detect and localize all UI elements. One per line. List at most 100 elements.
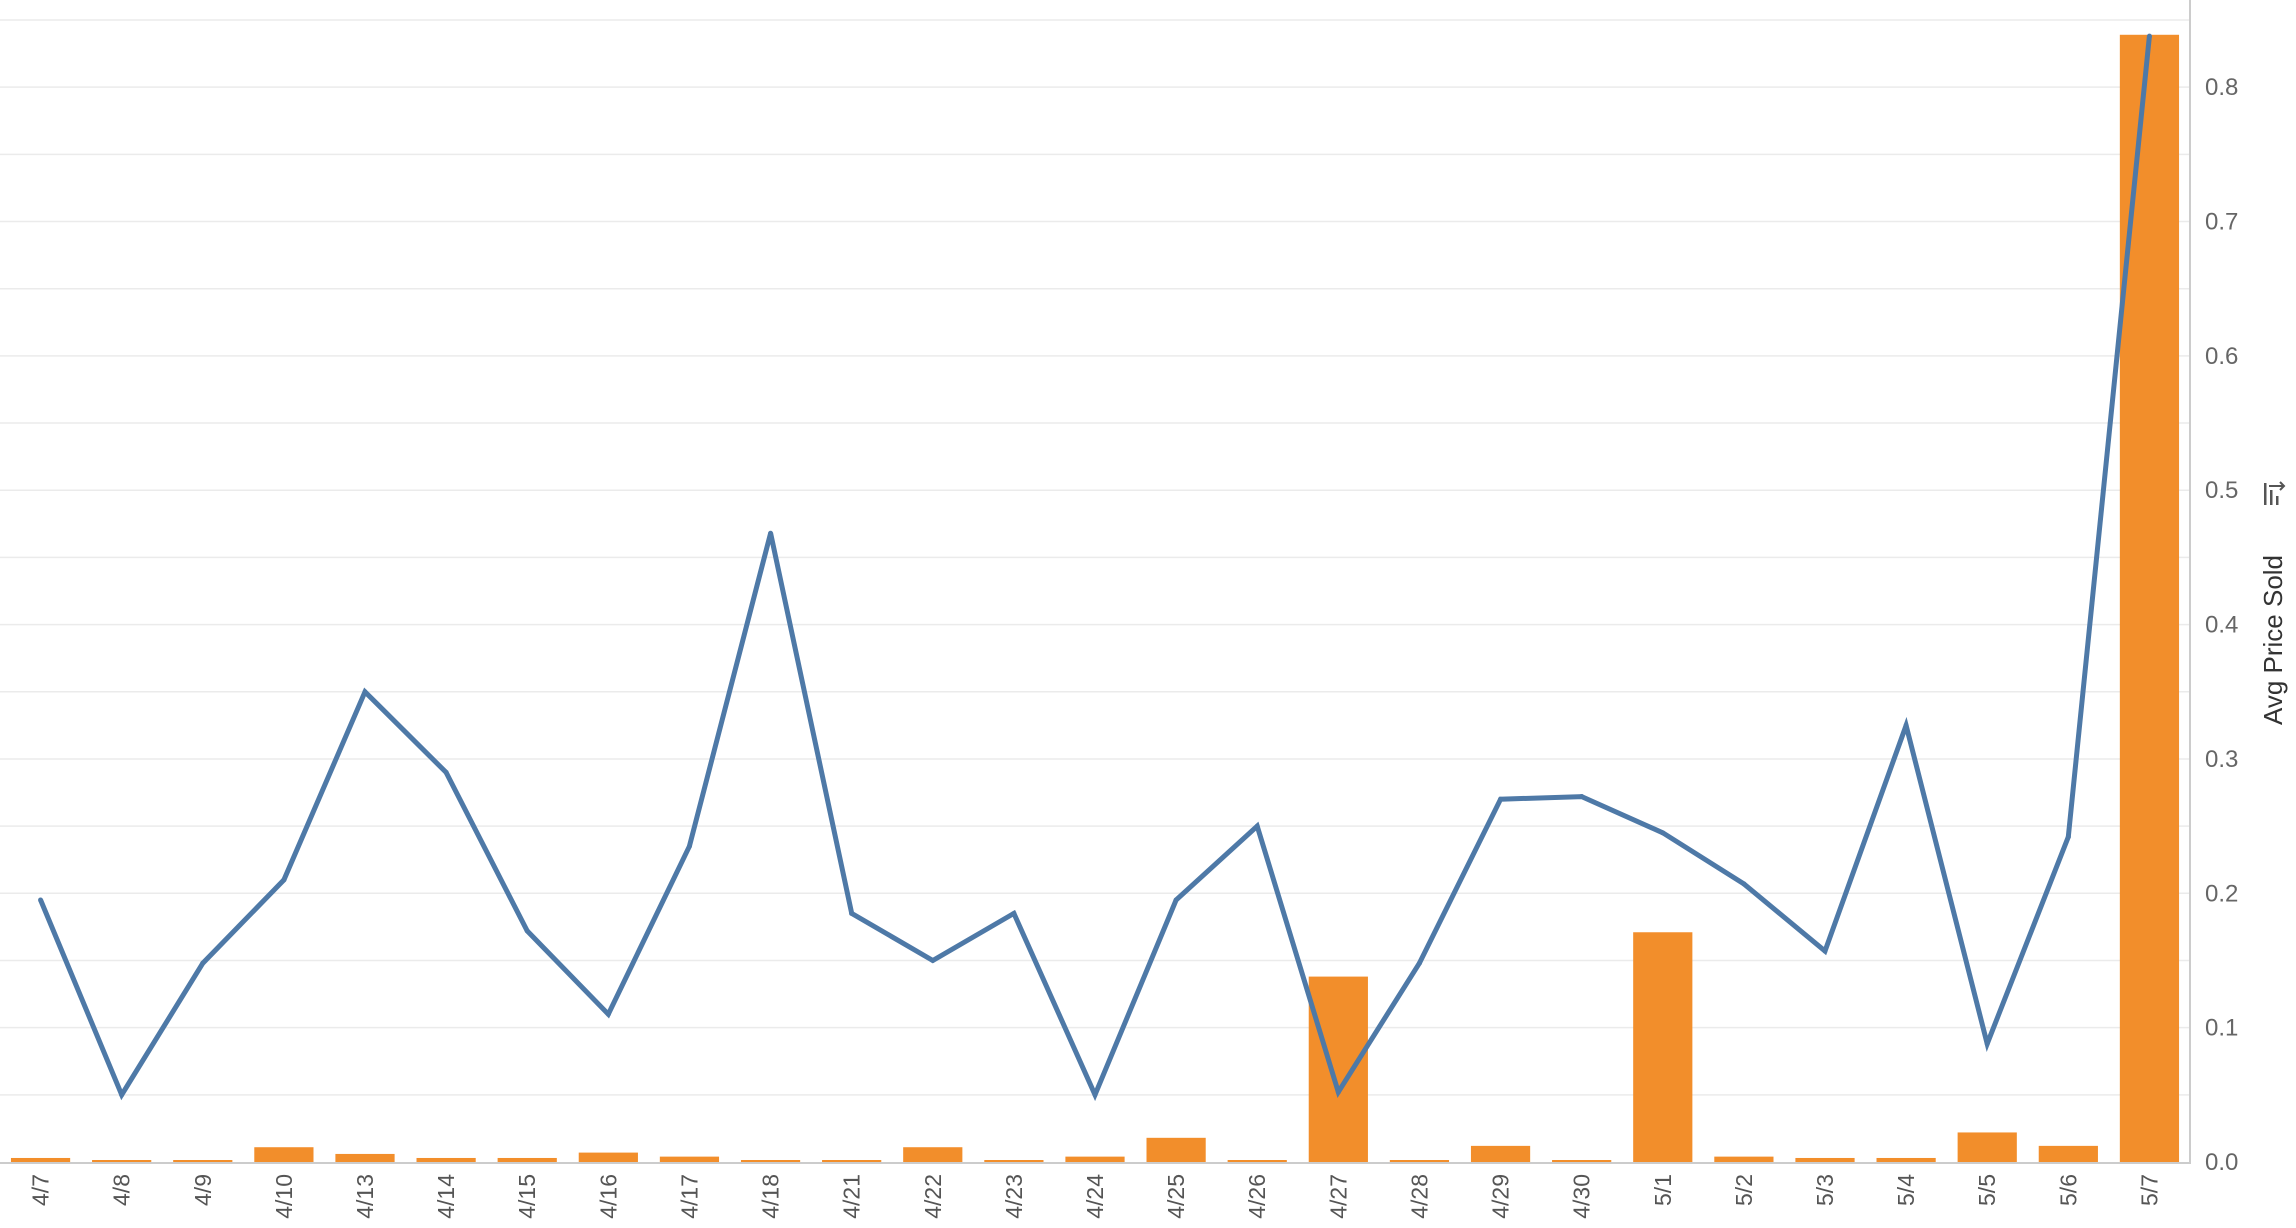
line-point[interactable] <box>443 769 449 775</box>
line-point[interactable] <box>849 910 855 916</box>
x-tick-label: 5/2 <box>1731 1174 1757 1206</box>
line-point[interactable] <box>1822 948 1828 954</box>
x-tick-label: 4/26 <box>1244 1174 1270 1219</box>
bar[interactable] <box>335 1153 395 1162</box>
bar[interactable] <box>578 1152 638 1162</box>
bar[interactable] <box>1470 1145 1531 1162</box>
line-point[interactable] <box>686 843 692 849</box>
bar[interactable] <box>416 1157 476 1162</box>
line-point[interactable] <box>38 897 44 903</box>
line-point[interactable] <box>605 1011 611 1017</box>
bar[interactable] <box>1308 976 1368 1162</box>
x-tick-label: 4/17 <box>676 1174 702 1219</box>
line-path[interactable] <box>38 35 2152 1102</box>
x-tick-label: 5/5 <box>1974 1174 2000 1206</box>
bar[interactable] <box>497 1157 557 1162</box>
bar[interactable] <box>92 1160 152 1162</box>
bar[interactable] <box>1957 1132 2017 1162</box>
line-point[interactable] <box>1092 1092 1098 1098</box>
x-tick-label: 4/30 <box>1569 1174 1595 1219</box>
x-tick-label: 4/29 <box>1488 1174 1514 1219</box>
bar[interactable] <box>984 1160 1044 1162</box>
line-point[interactable] <box>281 877 287 883</box>
y-tick-label: 0.0 <box>2205 1149 2238 1176</box>
x-tick-label: 4/22 <box>920 1174 946 1219</box>
x-tick-label: 4/27 <box>1325 1174 1351 1219</box>
x-tick-label: 4/15 <box>514 1174 540 1219</box>
bar[interactable] <box>2119 34 2180 1163</box>
x-tick-label: 4/8 <box>109 1174 135 1206</box>
y-tick-label: 0.7 <box>2205 209 2238 236</box>
gridlines <box>0 19 2190 1096</box>
bar[interactable] <box>1552 1160 1612 1162</box>
x-tick-label: 4/10 <box>271 1174 297 1219</box>
x-tick-label: 4/7 <box>28 1174 54 1206</box>
line-point[interactable] <box>1660 830 1666 836</box>
x-tick-label: 5/7 <box>2136 1174 2162 1206</box>
x-tick-label: 4/24 <box>1082 1174 1108 1219</box>
x-tick-label: 5/3 <box>1812 1174 1838 1206</box>
line-point[interactable] <box>1984 1041 1990 1047</box>
x-tick-label: 4/18 <box>758 1174 784 1219</box>
y-axis-title-group[interactable]: Avg Price Sold <box>2258 481 2288 725</box>
x-tick-label: 4/16 <box>595 1174 621 1219</box>
line-point[interactable] <box>119 1092 125 1098</box>
line-point[interactable] <box>1579 794 1585 800</box>
line-point[interactable] <box>768 530 774 536</box>
line-point[interactable] <box>200 960 206 966</box>
bar[interactable] <box>1227 1160 1287 1162</box>
line-point[interactable] <box>524 928 530 934</box>
bar[interactable] <box>1795 1157 1855 1162</box>
x-tick-label: 4/9 <box>190 1174 216 1206</box>
y-tick-label: 0.4 <box>2205 612 2238 639</box>
y-axis-title: Avg Price Sold <box>2258 555 2288 725</box>
x-axis-ticks: 4/7 4/8 4/9 4/10 4/13 4/14 4/15 4/16 4/17 4/18 4/2… <box>28 1174 2163 1219</box>
line-point[interactable] <box>1335 1089 1341 1095</box>
line-point[interactable] <box>1173 897 1179 903</box>
bar[interactable] <box>1633 932 1693 1162</box>
bar[interactable] <box>740 1160 801 1162</box>
line-point[interactable] <box>1498 796 1504 802</box>
line-point[interactable] <box>1903 722 1909 728</box>
line-point[interactable] <box>2146 33 2152 39</box>
bar[interactable] <box>903 1147 963 1162</box>
bar[interactable] <box>1876 1157 1936 1162</box>
y-tick-label: 0.3 <box>2205 746 2238 773</box>
line-point[interactable] <box>362 689 368 695</box>
bar[interactable] <box>659 1156 720 1162</box>
line-point[interactable] <box>1416 960 1422 966</box>
bar[interactable] <box>1065 1156 1125 1162</box>
y-tick-label: 0.5 <box>2205 477 2238 504</box>
y-tick-label: 0.6 <box>2205 343 2238 370</box>
bar[interactable] <box>10 1157 71 1162</box>
sort-descending-icon[interactable] <box>2264 481 2286 505</box>
bar[interactable] <box>254 1147 314 1162</box>
line-point[interactable] <box>1741 881 1747 887</box>
bar[interactable] <box>1714 1156 1774 1162</box>
x-tick-label: 4/28 <box>1406 1174 1432 1219</box>
y-tick-label: 0.8 <box>2205 74 2238 101</box>
x-tick-label: 5/6 <box>2055 1174 2081 1206</box>
bar[interactable] <box>1146 1137 1206 1162</box>
line-point[interactable] <box>1254 823 1260 829</box>
x-tick-label: 5/1 <box>1650 1174 1676 1206</box>
bar-series <box>10 34 2180 1163</box>
bar[interactable] <box>2038 1145 2098 1162</box>
y-tick-label: 0.1 <box>2205 1015 2238 1042</box>
bar[interactable] <box>1389 1160 1450 1162</box>
x-tick-label: 4/23 <box>1001 1174 1027 1219</box>
x-tick-label: 4/14 <box>433 1174 459 1219</box>
x-tick-label: 4/25 <box>1163 1174 1189 1219</box>
y-tick-label: 0.2 <box>2205 880 2238 907</box>
x-tick-label: 4/13 <box>352 1174 378 1219</box>
line-series <box>38 33 2152 1102</box>
line-point[interactable] <box>2065 834 2071 840</box>
y-axis-ticks: 0.0 0.1 0.2 0.3 0.4 0.5 0.6 0.7 0.8 <box>2205 74 2238 1176</box>
x-tick-label: 4/21 <box>839 1174 865 1219</box>
x-tick-label: 5/4 <box>1893 1174 1919 1206</box>
line-point[interactable] <box>930 957 936 963</box>
line-point[interactable] <box>1011 910 1017 916</box>
bar[interactable] <box>173 1160 233 1162</box>
bar[interactable] <box>822 1160 882 1162</box>
